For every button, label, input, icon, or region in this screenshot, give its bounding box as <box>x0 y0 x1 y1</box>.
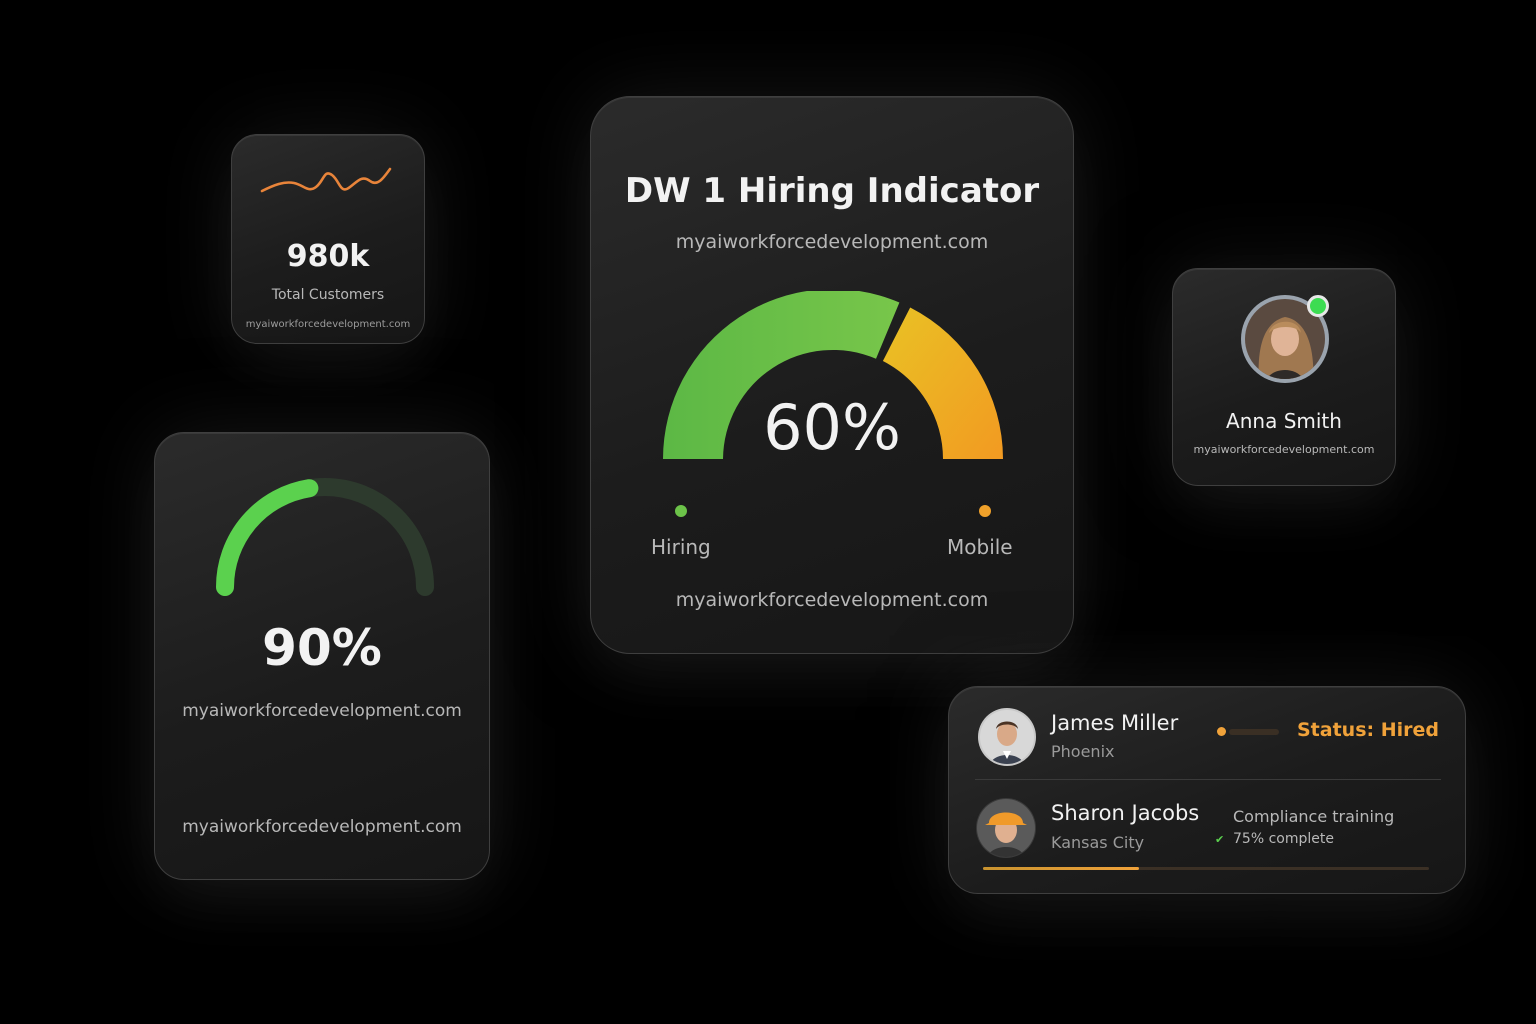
online-status-dot <box>1307 295 1329 317</box>
hiring-footer-url[interactable]: myaiworkforcedevelopment.com <box>675 589 989 611</box>
person-name: Sharon Jacobs <box>1051 801 1200 825</box>
progress-card[interactable]: 90% myaiworkforcedevelopment.com myaiwor… <box>154 432 490 880</box>
woman-avatar-icon[interactable] <box>1239 293 1331 385</box>
profile-card[interactable]: Anna Smith myaiworkforcedevelopment.com <box>1172 268 1396 486</box>
check-icon: ✔ <box>1215 833 1225 846</box>
progress-value: 90% <box>262 619 382 677</box>
legend-label-hiring: Hiring <box>651 535 711 559</box>
task-progress-text: 75% complete <box>1233 831 1334 847</box>
list-item-james[interactable]: James Miller Phoenix Status: Hired <box>949 687 1467 779</box>
list-item-sharon[interactable]: Sharon Jacobs Kansas City Compliance tra… <box>949 781 1467 893</box>
status-indicator-dot <box>1217 727 1226 736</box>
status-badge: Status: Hired <box>1297 719 1439 741</box>
hiring-title: DW 1 Hiring Indicator <box>624 171 1040 211</box>
hiring-subtitle[interactable]: myaiworkforcedevelopment.com <box>675 231 989 253</box>
task-name: Compliance training <box>1233 807 1395 826</box>
legend-label-mobile: Mobile <box>947 535 1013 559</box>
total-customers-card[interactable]: 980k Total Customers myaiworkforcedevelo… <box>231 134 425 344</box>
legend-dot-hiring <box>675 505 687 517</box>
customers-url[interactable]: myaiworkforcedevelopment.com <box>245 319 411 330</box>
progress-url-secondary[interactable]: myaiworkforcedevelopment.com <box>182 817 462 837</box>
hiring-gauge <box>663 291 1003 459</box>
gauge-segment-mobile <box>882 307 1003 459</box>
hiring-value: 60% <box>763 391 901 464</box>
legend-dot-mobile <box>979 505 991 517</box>
progress-arc <box>216 478 434 596</box>
total-customers-value: 980k <box>286 239 370 274</box>
status-indicator-bar <box>1229 729 1279 735</box>
gauge-segment-hiring <box>663 291 900 459</box>
person-location: Kansas City <box>1051 833 1145 852</box>
man-avatar-icon <box>978 708 1036 766</box>
hiring-indicator-card[interactable]: DW 1 Hiring Indicator myaiworkforcedevel… <box>590 96 1074 654</box>
profile-name: Anna Smith <box>1226 409 1342 433</box>
task-progress-fill <box>983 867 1140 870</box>
task-progress-track <box>983 867 1429 870</box>
progress-arc-fill <box>216 479 319 596</box>
row-divider <box>975 779 1441 780</box>
person-name: James Miller <box>1051 711 1179 735</box>
progress-url-primary[interactable]: myaiworkforcedevelopment.com <box>182 701 462 721</box>
person-location: Phoenix <box>1051 742 1115 761</box>
sparkline-chart <box>260 167 392 193</box>
hardhat-avatar-icon <box>976 798 1036 858</box>
people-list-card[interactable]: James Miller Phoenix Status: Hired Sharo… <box>948 686 1466 894</box>
total-customers-label: Total Customers <box>271 287 385 303</box>
profile-url[interactable]: myaiworkforcedevelopment.com <box>1193 443 1375 456</box>
